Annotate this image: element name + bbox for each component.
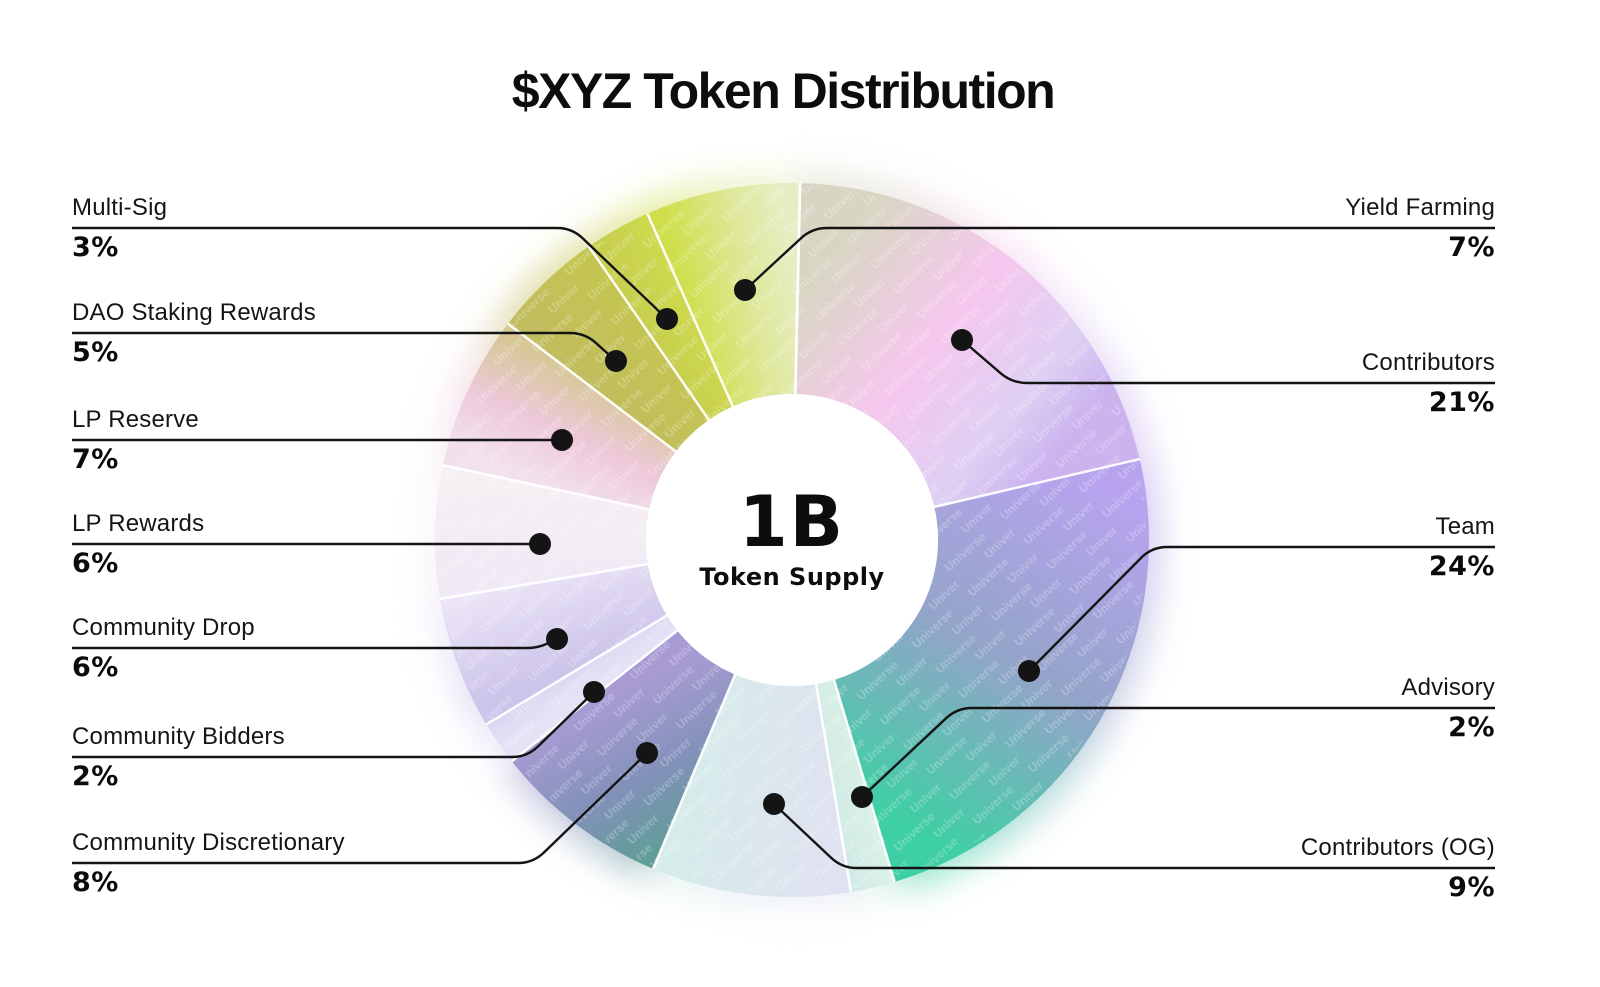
leader-line-team <box>1028 545 1495 672</box>
segment-label-dao-staking-rewards: DAO Staking Rewards 5% <box>72 296 316 368</box>
segment-name: Advisory <box>1401 674 1495 701</box>
segment-label-lp-reserve: LP Reserve 7% <box>72 403 199 475</box>
segment-pct: 2% <box>1448 712 1495 743</box>
leader-line-contributors <box>961 339 1495 385</box>
segment-name: Yield Farming <box>1345 194 1495 221</box>
chart-title: $XYZ Token Distribution <box>511 63 1056 119</box>
segment-label-multi-sig: Multi-Sig 3% <box>72 191 167 263</box>
segment-name: Community Drop <box>72 614 255 641</box>
segment-label-contributors-og: Contributors (OG) 9% <box>1301 831 1495 903</box>
segment-name: LP Reserve <box>72 406 199 433</box>
segment-pct: 2% <box>72 761 119 792</box>
segment-pct: 9% <box>1448 872 1495 903</box>
segment-name: Team <box>1435 513 1495 540</box>
segment-pct: 7% <box>72 444 119 475</box>
segment-name: DAO Staking Rewards <box>72 299 316 326</box>
segment-label-community-drop: Community Drop 6% <box>72 611 255 683</box>
leader-line-contributors-og <box>773 803 1495 870</box>
leader-dot-advisory <box>851 786 873 808</box>
segment-pct: 8% <box>72 867 119 898</box>
segment-label-yield-farming: Yield Farming 7% <box>1345 191 1495 263</box>
segment-label-community-discretionary: Community Discretionary 8% <box>72 826 345 898</box>
leader-line-community-bidders <box>72 691 595 759</box>
donut-hole <box>646 394 938 686</box>
segment-label-team: Team 24% <box>1429 510 1495 582</box>
leader-dot-yield-farming <box>734 279 756 301</box>
segment-name: Contributors <box>1361 349 1495 376</box>
leader-dot-community-discretionary <box>636 742 658 764</box>
leader-line-yield-farming <box>744 226 1495 291</box>
segment-name: Multi-Sig <box>72 194 168 221</box>
segment-name: Contributors (OG) <box>1300 834 1495 861</box>
segment-pct: 5% <box>72 337 119 368</box>
segment-name: LP Rewards <box>72 510 205 537</box>
leader-dot-lp-rewards <box>529 533 551 555</box>
wedge-separators <box>439 183 1140 893</box>
leader-line-advisory <box>861 706 1495 798</box>
leader-dot-multi-sig <box>656 308 678 330</box>
segment-pct: 7% <box>1448 232 1495 263</box>
segment-label-lp-rewards: LP Rewards 6% <box>72 507 204 579</box>
leader-dot-dao-staking-rewards <box>605 350 627 372</box>
segment-label-community-bidders: Community Bidders 2% <box>72 720 285 792</box>
leader-line-multi-sig <box>72 226 668 320</box>
segment-name: Community Discretionary <box>72 829 345 856</box>
leader-dot-community-bidders <box>583 681 605 703</box>
segment-pct: 24% <box>1428 551 1495 582</box>
segment-label-contributors: Contributors 21% <box>1362 346 1495 418</box>
segment-pct: 21% <box>1428 387 1495 418</box>
leader-dot-contributors <box>951 329 973 351</box>
leader-dot-contributors-og <box>763 793 785 815</box>
segment-pct: 3% <box>72 232 119 263</box>
leader-dots <box>529 279 1040 815</box>
leader-dot-lp-reserve <box>551 429 573 451</box>
leader-line-community-discretionary <box>72 752 648 865</box>
segment-pct: 6% <box>72 548 119 579</box>
segment-pct: 6% <box>72 652 119 683</box>
segment-label-advisory: Advisory 2% <box>1401 671 1495 743</box>
leader-dot-community-drop <box>546 628 568 650</box>
leader-dot-team <box>1018 660 1040 682</box>
segment-name: Community Bidders <box>72 723 285 750</box>
leader-line-dao-staking-rewards <box>72 331 617 362</box>
leader-lines <box>72 226 1495 870</box>
